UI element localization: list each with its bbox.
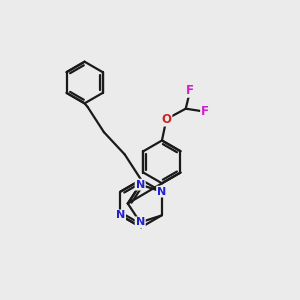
Text: F: F bbox=[186, 84, 194, 97]
Text: F: F bbox=[201, 105, 209, 118]
Text: O: O bbox=[161, 112, 171, 126]
Text: N: N bbox=[157, 187, 166, 196]
Text: N: N bbox=[136, 180, 145, 190]
Text: N: N bbox=[116, 210, 125, 220]
Text: N: N bbox=[136, 218, 145, 227]
